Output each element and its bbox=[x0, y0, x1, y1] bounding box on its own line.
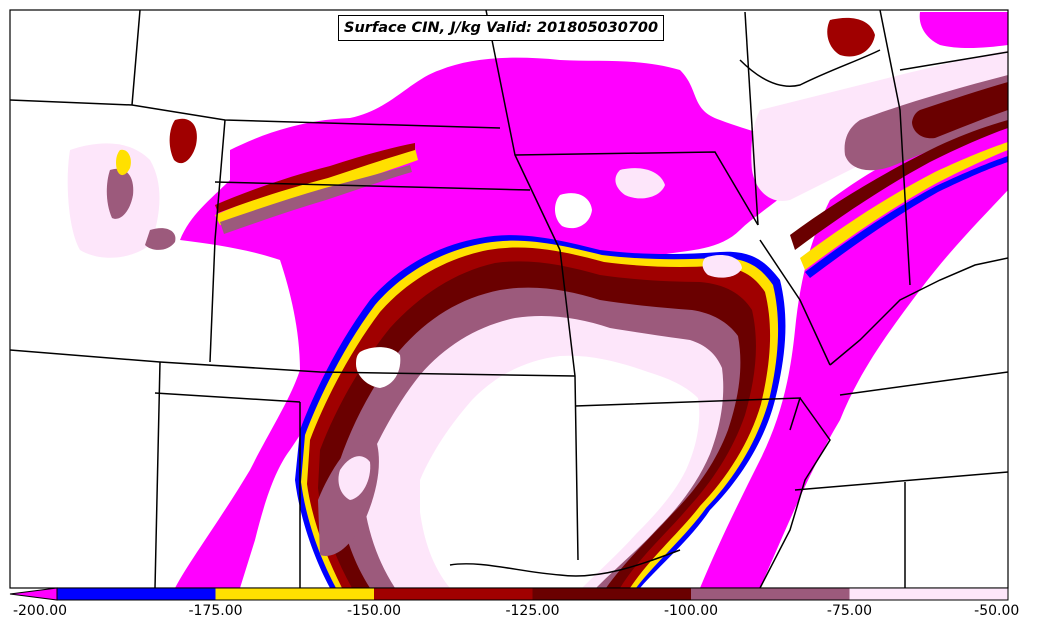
boundary-line bbox=[744, 11, 759, 226]
cin-patch-pink-mo bbox=[702, 255, 742, 278]
colorbar-tick-label: -200.00 bbox=[12, 603, 68, 619]
boundary-line bbox=[154, 361, 161, 588]
colorbar-tick-label: -75.00 bbox=[826, 603, 873, 619]
cin-patch-pink-west bbox=[338, 456, 371, 500]
map-field bbox=[10, 10, 1008, 588]
boundary-line bbox=[209, 239, 216, 363]
cin-patch-ne-darkred bbox=[912, 82, 1008, 139]
boundary-line bbox=[899, 51, 1008, 71]
colorbar-tick-label: -50.00 bbox=[974, 603, 1020, 619]
boundary-line bbox=[10, 99, 501, 129]
colorbar-underflow-triangle bbox=[9, 587, 58, 601]
boundary-line bbox=[759, 239, 831, 366]
boundary-line bbox=[449, 549, 681, 577]
cin-patch-ne-red bbox=[827, 17, 875, 57]
state-boundaries bbox=[10, 10, 1008, 588]
boundary-line bbox=[214, 181, 531, 191]
boundary-line bbox=[559, 249, 579, 561]
colorbar-tick-label: -125.00 bbox=[505, 603, 560, 619]
colorbar bbox=[9, 587, 1009, 601]
colorbar-bin-0 bbox=[57, 588, 216, 600]
boundary-line bbox=[739, 49, 881, 87]
colorbar-tick-label: -150.00 bbox=[346, 603, 402, 619]
colorbar-frame bbox=[56, 587, 1009, 601]
cin-region-white-core bbox=[420, 355, 700, 588]
colorbar-bin-5 bbox=[849, 588, 1008, 600]
boundary-line bbox=[829, 257, 1008, 366]
boundary-line bbox=[514, 151, 759, 226]
boundary-line bbox=[879, 10, 911, 286]
cin-ribbon-east-darkred bbox=[790, 120, 1008, 250]
boundary-line bbox=[214, 119, 226, 241]
cin-patch-nw-yellow bbox=[116, 149, 131, 176]
cin-patch-nw-mauve bbox=[106, 168, 134, 219]
colorbar-bin-4 bbox=[691, 588, 850, 600]
colorbar-bin-3 bbox=[532, 588, 691, 600]
colorbar-bin-1 bbox=[215, 588, 374, 600]
boundary-line bbox=[839, 371, 1008, 396]
map-title: Surface CIN, J/kg Valid: 201805030700 bbox=[338, 15, 665, 41]
cin-strip-north-yellow bbox=[215, 148, 418, 225]
boundary-line bbox=[794, 471, 1008, 491]
colorbar-tick-label: -100.00 bbox=[663, 603, 719, 619]
boundary-line bbox=[759, 397, 831, 588]
cin-patch-nw3-mauve bbox=[145, 228, 176, 250]
cin-patch-ne-magenta bbox=[919, 12, 1008, 49]
cin-region-magenta-east bbox=[700, 108, 1008, 588]
cin-patch-white-ks bbox=[356, 347, 401, 388]
boundary-line bbox=[131, 10, 141, 106]
cin-patch-white-ne bbox=[554, 193, 592, 229]
cin-strip-north-red bbox=[215, 143, 415, 213]
cin-patch-pink-ia bbox=[615, 168, 665, 199]
cin-ribbon-east-yellow bbox=[800, 142, 1008, 270]
colorbar-bins bbox=[57, 588, 1008, 600]
boundary-line bbox=[154, 392, 301, 403]
cin-patch-nw2-red bbox=[169, 118, 197, 164]
boundary-line bbox=[10, 349, 576, 377]
colorbar-bin-2 bbox=[374, 588, 533, 600]
cin-ribbon-east-blue bbox=[805, 156, 1008, 278]
colorbar-tick-label: -175.00 bbox=[188, 603, 243, 619]
cin-strip-north-mauve bbox=[220, 165, 412, 234]
